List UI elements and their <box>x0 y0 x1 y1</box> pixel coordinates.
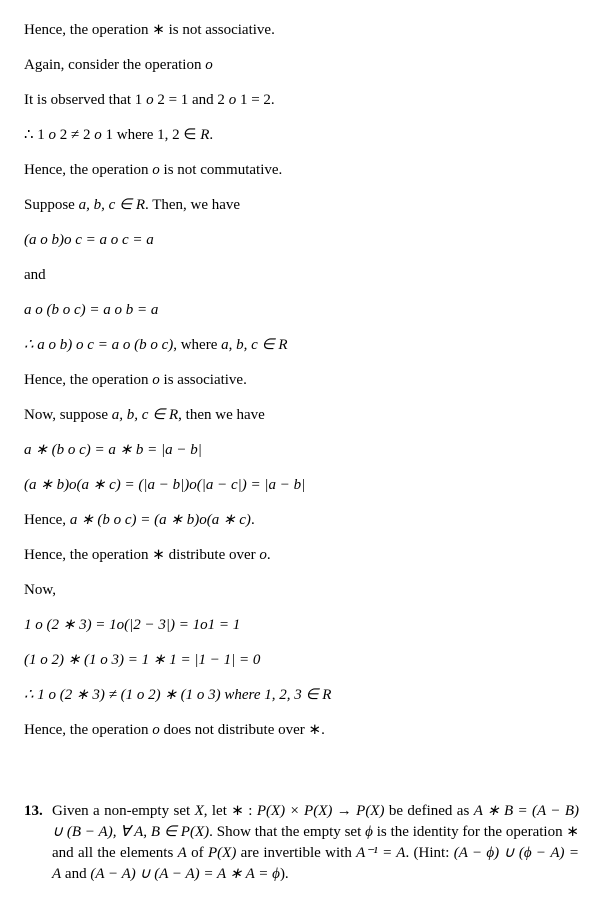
question-number: 13. <box>24 801 52 885</box>
text-line: ∴ a o b) o c = a o (b o c), where a, b, … <box>24 335 579 356</box>
text: It is observed that 1 <box>24 92 146 108</box>
text: Hence, the operation <box>24 162 152 178</box>
math: a, b, c ∈ R <box>112 407 178 423</box>
math: A⁻¹ = A <box>356 845 405 861</box>
math: X <box>195 803 204 819</box>
text: , let ∗ : <box>204 803 257 819</box>
text: and <box>61 866 90 882</box>
text: Hence, the operation <box>24 722 152 738</box>
text-line: Now, <box>24 580 579 601</box>
text: 2 ≠ 2 <box>56 127 94 143</box>
text: . Show that the empty set <box>209 824 365 840</box>
text: is associative. <box>160 372 247 388</box>
text: 1 where 1, 2 ∈ <box>102 127 200 143</box>
text: . (Hint: <box>405 845 453 861</box>
math: o <box>152 722 160 738</box>
math-line: a ∗ (b o c) = a ∗ b = |a − b| <box>24 440 579 461</box>
math: o <box>259 547 267 563</box>
math: a, b, c ∈ R <box>79 197 145 213</box>
text-line: ∴ 1 o 2 ≠ 2 o 1 where 1, 2 ∈ R. <box>24 125 579 146</box>
math: o <box>205 57 213 73</box>
math: o <box>152 372 160 388</box>
math: P(X) × P(X) → P(X) <box>257 803 385 819</box>
text-line: Hence, the operation ∗ distribute over o… <box>24 545 579 566</box>
text: . <box>267 547 271 563</box>
text: , then we have <box>178 407 265 423</box>
math-line: (a o b)o c = a o c = a <box>24 230 579 251</box>
math: a, b, c ∈ R <box>221 337 287 353</box>
text: is not commutative. <box>160 162 282 178</box>
text-line: Now, suppose a, b, c ∈ R, then we have <box>24 405 579 426</box>
math: o <box>146 92 154 108</box>
text: of <box>187 845 208 861</box>
text: . Then, we have <box>145 197 240 213</box>
math: A <box>178 845 187 861</box>
text-line: Hence, the operation ∗ is not associativ… <box>24 20 579 41</box>
text-line: Suppose a, b, c ∈ R. Then, we have <box>24 195 579 216</box>
text: Hence, <box>24 512 70 528</box>
text: Suppose <box>24 197 79 213</box>
math-line: a o (b o c) = a o b = a <box>24 300 579 321</box>
text: , where <box>173 337 221 353</box>
text: be defined as <box>384 803 473 819</box>
math: o <box>152 162 160 178</box>
text-line: Hence, the operation o is associative. <box>24 370 579 391</box>
text-line: Again, consider the operation o <box>24 55 579 76</box>
text-line: and <box>24 265 579 286</box>
text: ∴ 1 <box>24 127 49 143</box>
text: Again, consider the operation <box>24 57 205 73</box>
math: ∴ a o b) o c = a o (b o c) <box>24 337 173 353</box>
text: ). <box>280 866 289 882</box>
math: o <box>94 127 102 143</box>
text-line: Hence, a ∗ (b o c) = (a ∗ b)o(a ∗ c). <box>24 510 579 531</box>
text: does not distribute over ∗. <box>160 722 325 738</box>
text: 2 = 1 and 2 <box>154 92 229 108</box>
math-line: (a ∗ b)o(a ∗ c) = (|a − b|)o(|a − c|) = … <box>24 475 579 496</box>
text-line: Hence, the operation o is not commutativ… <box>24 160 579 181</box>
question-text: Given a non-empty set X, let ∗ : P(X) × … <box>52 801 579 885</box>
math-line: (1 o 2) ∗ (1 o 3) = 1 ∗ 1 = |1 − 1| = 0 <box>24 650 579 671</box>
math: ϕ <box>365 824 373 840</box>
text: Now, suppose <box>24 407 112 423</box>
math-line: 1 o (2 ∗ 3) = 1o(|2 − 3|) = 1o1 = 1 <box>24 615 579 636</box>
text: 1 = 2. <box>236 92 274 108</box>
math: (A − A) ∪ (A − A) = A ∗ A = ϕ <box>90 866 280 882</box>
math: o <box>49 127 57 143</box>
text: Hence, the operation <box>24 372 152 388</box>
text: . <box>209 127 213 143</box>
text: are invertible with <box>236 845 356 861</box>
text: Given a non-empty set <box>52 803 195 819</box>
text-line: Hence, the operation o does not distribu… <box>24 720 579 741</box>
text-line: It is observed that 1 o 2 = 1 and 2 o 1 … <box>24 90 579 111</box>
text: . <box>251 512 255 528</box>
math: P(X) <box>208 845 236 861</box>
math-line: ∴ 1 o (2 ∗ 3) ≠ (1 o 2) ∗ (1 o 3) where … <box>24 685 579 706</box>
math: a ∗ (b o c) = (a ∗ b)o(a ∗ c) <box>70 512 251 528</box>
text: Hence, the operation ∗ distribute over <box>24 547 259 563</box>
question-block: 13. Given a non-empty set X, let ∗ : P(X… <box>24 801 579 885</box>
